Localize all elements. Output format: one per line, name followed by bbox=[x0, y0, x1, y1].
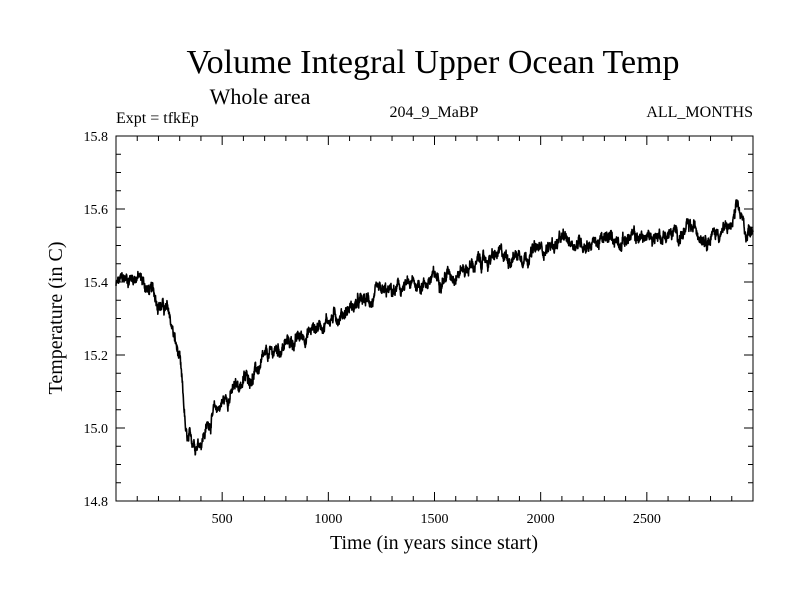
y-axis-label: Temperature (in C) bbox=[45, 242, 67, 395]
chart-title: Volume Integral Upper Ocean Temp bbox=[187, 44, 680, 81]
series-line bbox=[115, 199, 754, 456]
run-label: 204_9_MaBP bbox=[390, 104, 479, 121]
y-tick-label: 15.6 bbox=[84, 203, 109, 218]
months-label: ALL_MONTHS bbox=[646, 104, 753, 121]
x-tick-label: 2000 bbox=[527, 512, 555, 527]
y-tick-label: 15.2 bbox=[84, 349, 109, 364]
y-tick-label: 15.8 bbox=[84, 130, 109, 145]
expt-label: Expt = tfkEp bbox=[116, 110, 199, 127]
x-tick-labels: 500 1000 1500 2000 2500 bbox=[212, 512, 661, 527]
chart-subtitle: Whole area bbox=[210, 84, 311, 109]
x-tick-label: 1000 bbox=[314, 512, 342, 527]
y-tick-label: 15.4 bbox=[84, 276, 109, 291]
x-tick-label: 2500 bbox=[633, 512, 661, 527]
y-tick-labels: 14.8 15.0 15.2 15.4 15.6 15.8 bbox=[84, 130, 109, 510]
x-axis-label: Time (in years since start) bbox=[330, 532, 538, 554]
y-tick-label: 15.0 bbox=[84, 422, 109, 437]
series-layer bbox=[115, 199, 754, 456]
x-tick-label: 1500 bbox=[421, 512, 449, 527]
y-tick-label: 14.8 bbox=[84, 495, 109, 510]
tick-marks bbox=[116, 136, 753, 501]
x-tick-label: 500 bbox=[212, 512, 233, 527]
plot-frame bbox=[115, 135, 754, 502]
